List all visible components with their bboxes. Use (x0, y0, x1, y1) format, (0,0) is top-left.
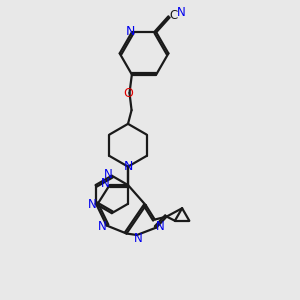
Text: N: N (126, 25, 135, 38)
Text: N: N (176, 6, 185, 19)
Text: N: N (101, 177, 110, 190)
Text: C: C (169, 9, 177, 22)
Text: N: N (98, 220, 107, 233)
Text: N: N (134, 232, 143, 245)
Text: N: N (104, 168, 112, 181)
Text: N: N (155, 220, 164, 233)
Text: O: O (123, 87, 133, 100)
Text: N: N (123, 160, 133, 173)
Text: N: N (88, 199, 96, 212)
